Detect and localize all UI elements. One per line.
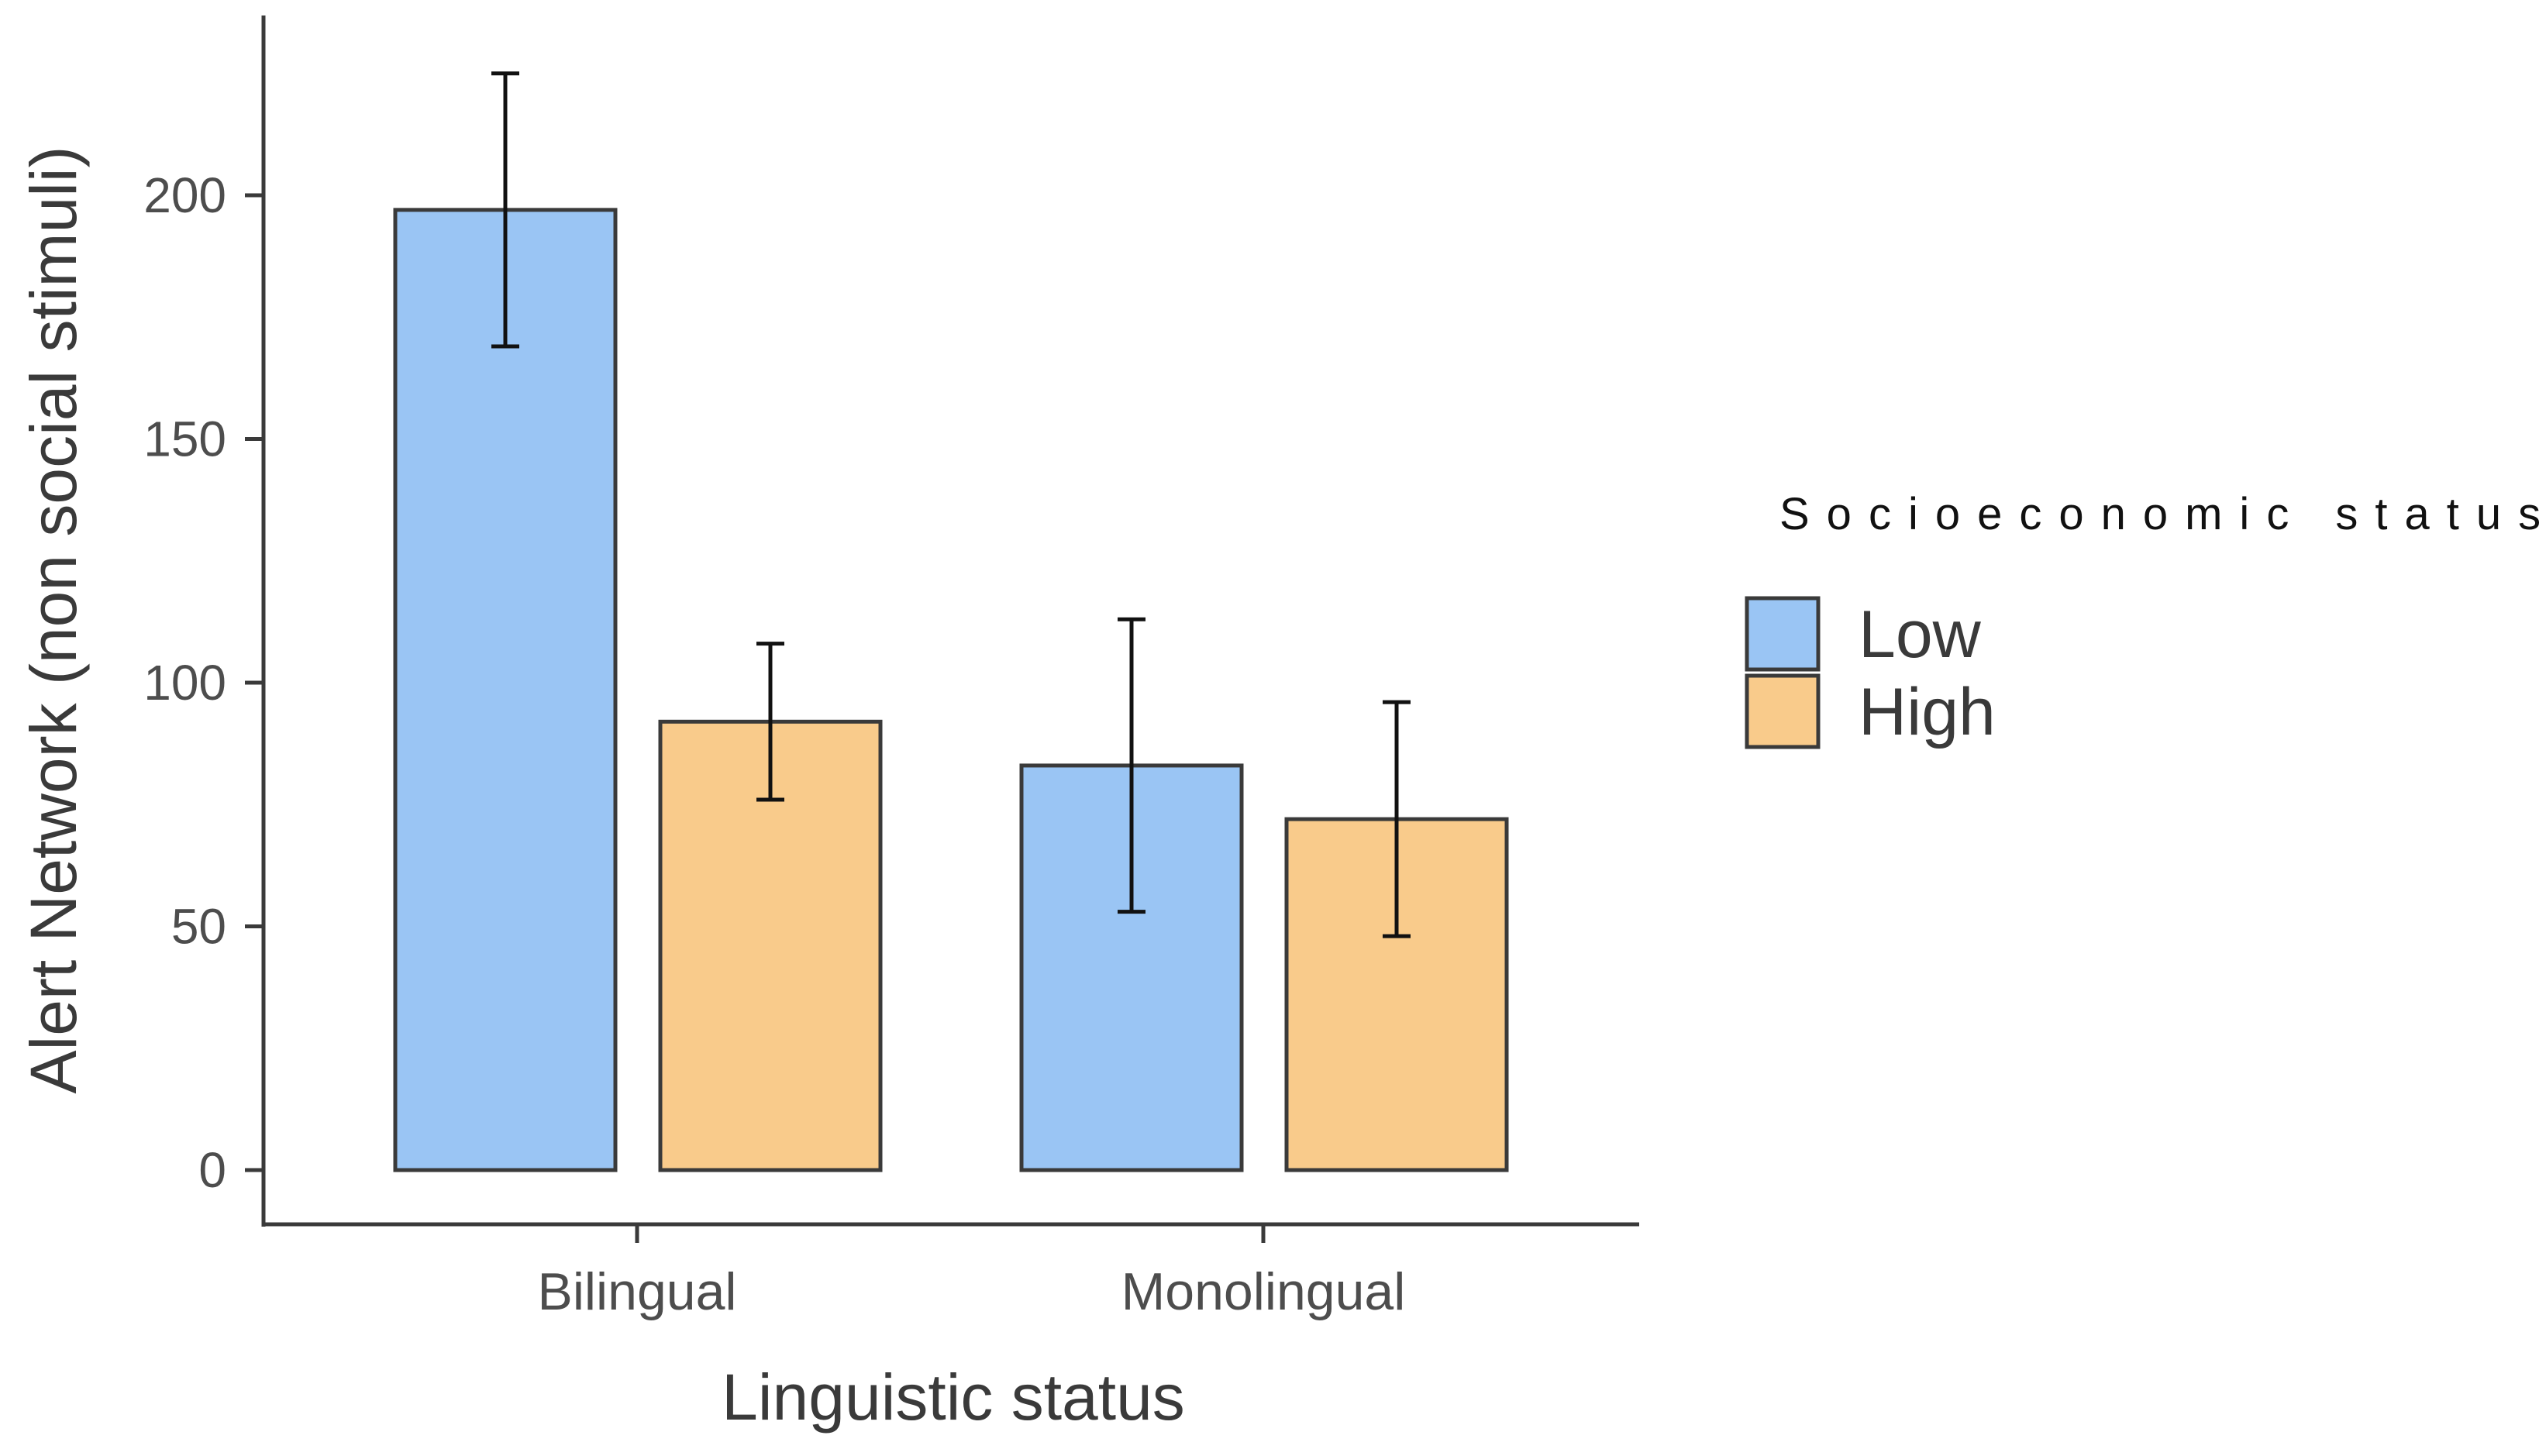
y-tick-label: 50 bbox=[171, 899, 226, 955]
error-bars-layer bbox=[491, 71, 1411, 938]
y-ticks-layer: 0 50 100 150 200 bbox=[143, 167, 264, 1198]
x-tick-label-bilingual: Bilingual bbox=[537, 1262, 736, 1321]
error-bar-bilingual-high bbox=[756, 642, 784, 802]
legend-label-high: High bbox=[1859, 675, 1996, 749]
bar-bilingual-low bbox=[393, 208, 618, 1172]
legend-label-low: Low bbox=[1859, 597, 1982, 672]
y-axis-title: Alert Network (non social stimuli) bbox=[17, 146, 90, 1093]
error-bar-monolingual-low bbox=[1118, 617, 1145, 914]
y-tick-label: 200 bbox=[143, 167, 226, 223]
y-tick-label: 0 bbox=[198, 1142, 226, 1198]
legend-title: Socioeconomic status bbox=[1779, 489, 2539, 539]
legend-key-high bbox=[1745, 673, 1821, 749]
bars-layer bbox=[393, 208, 1509, 1172]
legend-item-low: Low bbox=[1745, 596, 1982, 672]
x-tick-label-monolingual: Monolingual bbox=[1121, 1262, 1406, 1321]
x-ticks-layer: Bilingual Monolingual bbox=[537, 1224, 1405, 1321]
error-bar-monolingual-high bbox=[1383, 700, 1411, 938]
error-bar-bilingual-low bbox=[491, 71, 519, 349]
x-axis-title: Linguistic status bbox=[722, 1361, 1185, 1434]
y-tick-label: 100 bbox=[143, 655, 226, 711]
legend-key-low bbox=[1745, 596, 1821, 672]
axes-layer bbox=[261, 15, 1639, 1227]
y-tick-label: 150 bbox=[143, 411, 226, 467]
legend-item-high: High bbox=[1745, 673, 1996, 749]
